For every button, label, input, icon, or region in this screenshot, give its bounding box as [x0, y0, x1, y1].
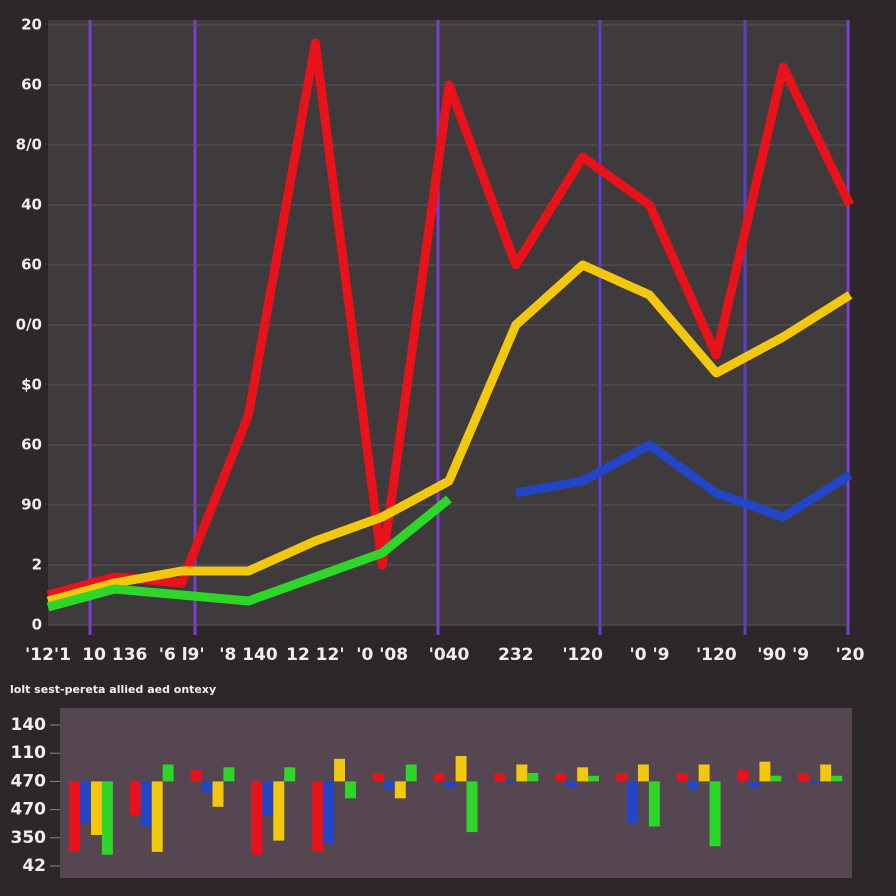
bar: [527, 772, 539, 782]
bar: [455, 756, 467, 782]
bar: [831, 775, 843, 782]
x-tick-label: '0 '9: [630, 645, 670, 665]
bar: [312, 781, 324, 852]
y-tick-label: 0/0: [16, 316, 42, 334]
y-tick-label: 350: [11, 828, 47, 848]
bar: [262, 781, 274, 816]
bar: [616, 772, 627, 782]
y-tick-label: 40: [21, 196, 42, 214]
bar: [709, 781, 721, 847]
bar: [588, 775, 600, 782]
bar: [129, 781, 141, 816]
bar: [494, 772, 506, 782]
bar: [372, 772, 384, 782]
x-tick-label: '040: [429, 645, 470, 665]
bar: [405, 764, 417, 782]
y-tick-label: 42: [22, 856, 46, 876]
bar: [284, 767, 296, 782]
bar: [334, 758, 346, 782]
bar: [345, 781, 356, 799]
x-tick-label: '120: [562, 645, 603, 665]
x-tick-label: '20: [836, 645, 865, 665]
series-line: [46, 38, 855, 600]
bar: [820, 764, 832, 782]
bar: [69, 781, 81, 852]
bar: [759, 761, 771, 782]
x-tick-label: '0 '08: [356, 645, 408, 665]
y-tick-label: $0: [21, 376, 42, 394]
series-line: [515, 440, 853, 522]
bar: [577, 767, 589, 782]
bar: [626, 781, 638, 824]
lower-plot-area: [60, 708, 852, 878]
y-tick-label: 60: [21, 436, 42, 454]
bar: [516, 764, 528, 782]
y-tick-label: 20: [21, 16, 42, 34]
x-tick-label: 12 12': [286, 645, 344, 665]
y-tick-label: 110: [11, 743, 47, 763]
x-tick-label: '90 '9: [757, 645, 809, 665]
bar: [698, 764, 710, 782]
bar: [101, 781, 113, 855]
bar: [505, 781, 517, 785]
bar: [566, 781, 578, 788]
y-tick-label: 90: [21, 496, 42, 514]
bar: [748, 781, 760, 788]
bar: [637, 764, 649, 782]
bar: [273, 781, 285, 841]
bar: [383, 781, 395, 790]
bar: [648, 781, 660, 827]
decor-lines: [88, 20, 850, 635]
bar: [80, 781, 91, 824]
bar: [151, 781, 163, 852]
y-tick-label: 8/0: [16, 136, 42, 154]
y-tick-label: 0: [32, 616, 42, 634]
series-line: [46, 495, 452, 612]
y-tick-label: 470: [11, 800, 47, 820]
series-line: [46, 260, 853, 606]
x-tick-label: 232: [498, 645, 534, 665]
bar: [798, 772, 810, 782]
bar: [251, 781, 263, 855]
bar: [466, 781, 478, 833]
x-tick-label: '120: [696, 645, 737, 665]
bar: [323, 781, 335, 844]
bar: [190, 770, 202, 782]
bar: [223, 767, 235, 782]
x-tick-label: '6 l9': [159, 645, 205, 665]
x-tick-label: '12'1: [25, 645, 71, 665]
bar: [809, 781, 821, 785]
bar: [737, 770, 749, 782]
bar: [433, 772, 445, 782]
x-tick-label: '8 140: [219, 645, 278, 665]
y-tick-label: 140: [11, 715, 47, 735]
bar: [140, 781, 152, 827]
y-tick-label: 2: [32, 556, 42, 574]
bar: [394, 781, 406, 799]
bar: [555, 772, 567, 782]
bar: [676, 772, 688, 782]
bar: [90, 781, 102, 835]
bar: [162, 764, 174, 782]
bar: [201, 781, 213, 793]
lower-title: lolt sest-pereta allied aed ontexy: [10, 683, 216, 696]
plot-area: [48, 20, 850, 625]
y-tick-label: 60: [21, 256, 42, 274]
bar: [687, 781, 699, 790]
y-tick-label: 60: [21, 76, 42, 94]
x-tick-label: 10 136: [82, 645, 147, 665]
bar: [444, 781, 456, 788]
bar: [212, 781, 224, 807]
bar: [770, 775, 782, 782]
y-tick-label: 470: [11, 771, 47, 791]
